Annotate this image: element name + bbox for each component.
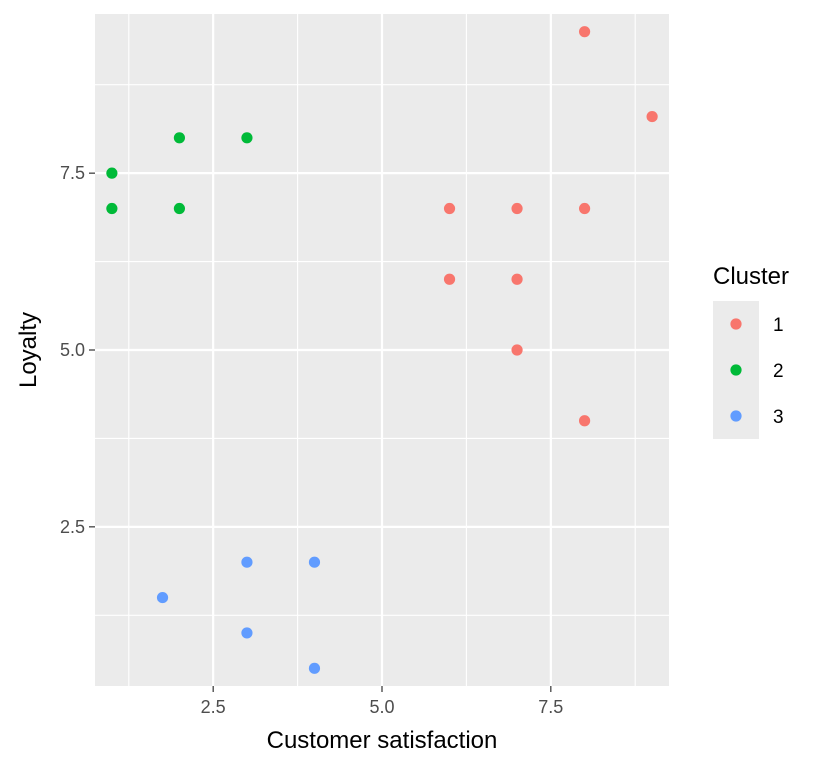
data-point-cluster-1 bbox=[511, 202, 523, 215]
data-point-cluster-1 bbox=[443, 273, 456, 285]
data-point-cluster-1 bbox=[511, 344, 523, 356]
legend-key-cluster-1 bbox=[730, 318, 742, 330]
x-axis: 2.5 5.0 7.5 bbox=[201, 686, 563, 717]
x-axis-title: Customer satisfaction bbox=[267, 727, 498, 754]
y-tick-label: 5.0 bbox=[60, 340, 85, 360]
legend-key-cluster-3 bbox=[730, 410, 742, 422]
data-point-cluster-1 bbox=[578, 26, 591, 38]
data-point-cluster-3 bbox=[241, 556, 253, 568]
data-point-cluster-2 bbox=[241, 132, 253, 144]
y-tick-label: 7.5 bbox=[60, 163, 85, 183]
data-point-cluster-2 bbox=[173, 132, 186, 144]
data-point-cluster-1 bbox=[646, 110, 658, 123]
data-point-cluster-2 bbox=[106, 167, 118, 179]
data-point-cluster-3 bbox=[308, 556, 321, 568]
y-axis: 2.5 5.0 7.5 bbox=[60, 163, 95, 537]
data-point-cluster-1 bbox=[578, 415, 591, 427]
legend-title: Cluster bbox=[713, 263, 789, 290]
data-point-cluster-1 bbox=[578, 202, 591, 215]
legend-key-cluster-2 bbox=[730, 364, 742, 376]
x-tick-label: 7.5 bbox=[538, 697, 563, 717]
data-point-cluster-3 bbox=[241, 627, 253, 639]
y-tick-label: 2.5 bbox=[60, 517, 85, 537]
legend: Cluster 1 2 3 bbox=[713, 263, 789, 439]
legend-label-cluster-1: 1 bbox=[773, 315, 784, 336]
data-point-cluster-3 bbox=[156, 591, 169, 604]
legend-label-cluster-2: 2 bbox=[773, 361, 784, 382]
data-point-cluster-2 bbox=[173, 202, 186, 215]
x-tick-label: 5.0 bbox=[369, 697, 394, 717]
data-point-cluster-2 bbox=[106, 202, 118, 215]
data-points bbox=[106, 26, 658, 674]
major-gridlines bbox=[95, 14, 669, 686]
data-point-cluster-3 bbox=[308, 662, 321, 674]
x-tick-label: 2.5 bbox=[201, 697, 226, 717]
data-point-cluster-1 bbox=[443, 202, 456, 215]
y-axis-title: Loyalty bbox=[15, 312, 42, 388]
data-point-cluster-1 bbox=[511, 273, 523, 285]
legend-label-cluster-3: 3 bbox=[773, 407, 784, 428]
